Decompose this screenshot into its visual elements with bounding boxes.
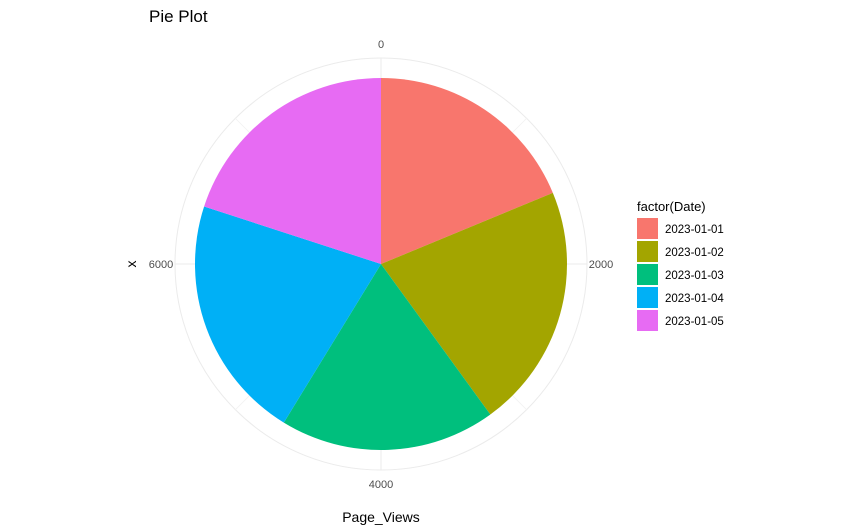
legend-key	[637, 287, 658, 308]
legend-key	[637, 218, 658, 239]
pie-slice-2023-01-01	[381, 78, 553, 264]
legend-key	[637, 264, 658, 285]
legend-label: 2023-01-01	[665, 224, 724, 236]
theta-tick-labels: 0 2000 4000 6000	[149, 39, 613, 491]
pie-slice-2023-01-04	[195, 206, 381, 423]
legend-title: factor(Date)	[637, 199, 706, 214]
pie-slice-2023-01-03	[283, 264, 491, 450]
legend-label: 2023-01-05	[665, 316, 724, 328]
legend-label: 2023-01-03	[665, 270, 724, 282]
pie-slices	[195, 78, 567, 450]
chart-title: Pie Plot	[149, 7, 208, 26]
theta-tick-label: 6000	[149, 259, 173, 271]
legend-key	[637, 310, 658, 331]
y-axis-title: x	[123, 261, 139, 268]
pie-slice-2023-01-05	[204, 78, 381, 264]
legend-label: 2023-01-04	[665, 293, 724, 305]
theta-tick-label: 2000	[589, 259, 613, 271]
legend-label: 2023-01-02	[665, 247, 724, 259]
x-axis-title: Page_Views	[342, 509, 420, 525]
legend-key	[637, 241, 658, 262]
theta-tick-label: 4000	[369, 479, 393, 491]
theta-tick-label: 0	[378, 39, 384, 51]
legend: factor(Date) 2023-01-01 2023-01-02 2023-01…	[637, 199, 724, 331]
pie-slice-2023-01-02	[381, 192, 567, 415]
